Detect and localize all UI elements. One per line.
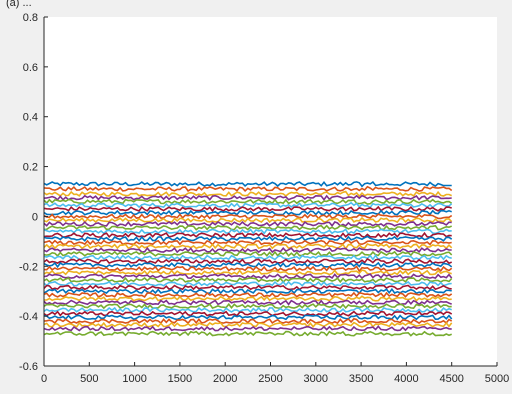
series-line — [43, 276, 453, 284]
series-line — [43, 201, 453, 209]
series-line — [43, 250, 453, 258]
series-line — [43, 287, 452, 295]
series-line — [43, 299, 452, 306]
series-line — [43, 273, 453, 280]
series-line — [43, 265, 453, 273]
series-line — [43, 246, 452, 254]
series-line — [43, 310, 453, 317]
x-tick-label: 2500 — [258, 373, 282, 385]
y-tick-label: -0.4 — [19, 311, 38, 323]
y-tick-label: 0.4 — [23, 112, 38, 124]
series-line — [43, 190, 453, 198]
y-tick-label: 0 — [32, 211, 38, 223]
series-line — [43, 306, 452, 314]
y-tick-label: -0.6 — [19, 361, 38, 373]
header-fragment: (a) ... — [6, 0, 32, 9]
series-line — [43, 198, 453, 205]
x-tick-label: 4000 — [394, 373, 418, 385]
series-line — [43, 284, 452, 291]
series-line — [43, 321, 453, 329]
series-line — [43, 330, 452, 337]
series-line — [43, 181, 452, 188]
series-line — [43, 325, 452, 332]
x-tick-label: 500 — [80, 373, 98, 385]
series-line — [43, 295, 452, 302]
x-tick-label: 2000 — [213, 373, 237, 385]
x-tick-label: 1000 — [122, 373, 146, 385]
series-line — [43, 216, 453, 224]
y-tick-label: 0.8 — [23, 12, 38, 24]
series-line — [43, 291, 453, 299]
series-layer — [43, 181, 453, 337]
x-tick-label: 5000 — [485, 373, 509, 385]
series-line — [43, 269, 452, 276]
series-line — [43, 239, 452, 246]
series-line — [43, 243, 453, 251]
y-tick-label: 0.2 — [23, 162, 38, 174]
series-line — [43, 231, 452, 239]
y-tick-label: 0.6 — [23, 62, 38, 74]
x-tick-label: 0 — [41, 373, 47, 385]
series-line — [43, 257, 453, 265]
series-line — [43, 314, 453, 321]
series-line — [43, 209, 452, 216]
series-line — [43, 253, 452, 261]
series-line — [43, 228, 452, 236]
y-tick-label: -0.2 — [19, 261, 38, 273]
x-tick-label: 1500 — [168, 373, 192, 385]
series-line — [43, 224, 453, 231]
series-line — [43, 220, 452, 227]
x-tick-label: 3000 — [304, 373, 328, 385]
series-line — [43, 317, 453, 325]
x-tick-label: 3500 — [349, 373, 373, 385]
series-line — [43, 302, 452, 310]
axis-layer: 0 500 1000 1500 2000 2500 3000 3500 4000 4500 5000… — [19, 12, 509, 385]
x-tick-label: 4500 — [439, 373, 463, 385]
series-line — [43, 205, 452, 213]
series-line — [43, 194, 452, 202]
series-line — [43, 235, 453, 243]
series-line — [43, 261, 453, 269]
series-line — [43, 185, 453, 193]
